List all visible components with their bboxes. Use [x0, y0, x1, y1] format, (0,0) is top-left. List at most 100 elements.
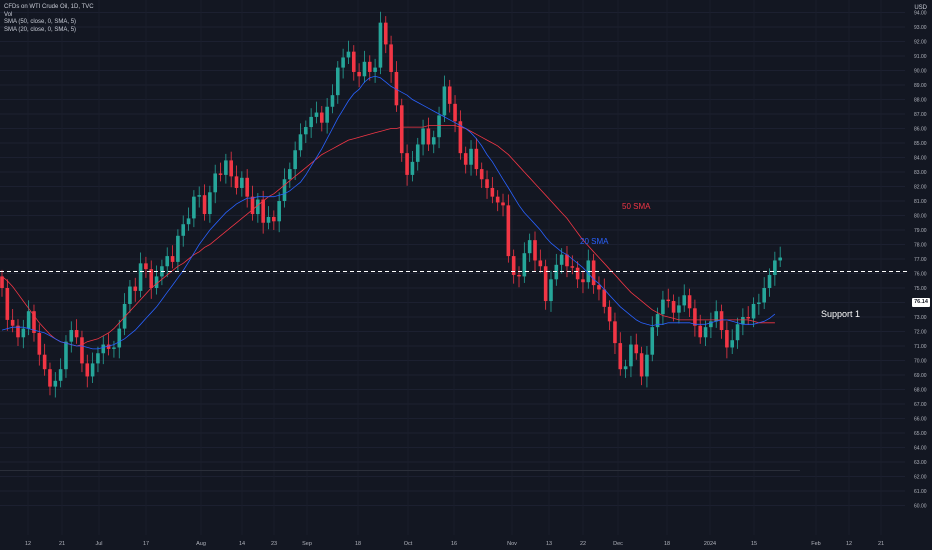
candle-body	[703, 327, 708, 338]
sma-20-label: 20 SMA	[580, 237, 609, 246]
candle-body	[197, 195, 202, 197]
price-tick-label: 87.00	[914, 112, 927, 118]
price-axis[interactable]: 60.00 61.00 62.00 63.00 64.00 65.00 66.00 67.00…	[914, 0, 927, 510]
candle-body	[69, 330, 74, 342]
support-label: Support 1	[821, 309, 861, 319]
candle-body	[58, 369, 63, 381]
candle-body	[719, 311, 724, 331]
price-tick-label: 80.00	[914, 214, 927, 220]
price-tick-label: 94.00	[914, 11, 927, 17]
candle-body	[426, 128, 431, 145]
candle-body	[42, 354, 47, 370]
candle-body	[405, 153, 409, 175]
price-tick-label: 69.00	[914, 373, 927, 379]
candlesticks	[0, 11, 782, 398]
candle-body	[559, 254, 564, 265]
candle-body	[176, 235, 180, 262]
candle-body	[677, 305, 681, 313]
candle-body	[447, 86, 452, 104]
price-tick-label: 72.00	[914, 330, 927, 336]
candle-body	[469, 148, 473, 165]
price-tick-label: 92.00	[914, 40, 927, 46]
candle-body	[378, 22, 383, 68]
candle-body	[106, 344, 111, 349]
candle-body	[597, 285, 601, 290]
time-tick-label: 2024	[704, 541, 716, 547]
price-tick-label: 89.00	[914, 83, 927, 89]
price-tick-label: 66.00	[914, 417, 927, 423]
candle-body	[202, 195, 207, 215]
time-axis[interactable]: 12 21 Jul 17 Aug 14 23 Sep 18 Oct 16 Nov 13 22 Dec 18 20…	[25, 541, 884, 547]
candle-body	[490, 187, 495, 197]
time-tick-label: Jul	[95, 541, 102, 547]
candle-body	[320, 112, 324, 123]
sma-50-label: 50 SMA	[622, 202, 651, 211]
candle-body	[554, 264, 559, 280]
candle-body	[741, 317, 745, 325]
candle-body	[693, 308, 697, 326]
candle-body	[725, 330, 729, 348]
candle-body	[261, 199, 265, 223]
price-tick-label: 78.00	[914, 243, 927, 249]
candle-body	[367, 61, 372, 72]
candle-body	[288, 169, 292, 180]
time-tick-label: Feb	[811, 541, 820, 547]
legend-sma50[interactable]: SMA (50, close, 0, SMA, 5)	[4, 19, 77, 25]
legend-symbol[interactable]: CFDs on WTI Crude Oil, 1D, TVC	[4, 4, 94, 10]
candle-body	[581, 279, 585, 283]
candle-body	[543, 266, 548, 302]
candle-body	[240, 177, 244, 188]
candle-body	[80, 337, 84, 364]
candle-body	[671, 301, 676, 313]
candle-body	[506, 205, 511, 257]
candle-body	[613, 321, 617, 344]
candle-body	[634, 344, 639, 354]
candle-body	[458, 121, 463, 154]
candle-body	[21, 328, 26, 338]
candle-body	[122, 303, 127, 329]
candle-body	[309, 116, 313, 128]
candle-body	[229, 160, 233, 177]
candle-body	[463, 153, 468, 165]
candle-body	[96, 353, 100, 364]
candle-body	[650, 327, 655, 355]
candle-body	[10, 319, 15, 326]
candle-body	[549, 279, 553, 302]
price-tick-label: 68.00	[914, 388, 927, 394]
currency-label[interactable]: USD	[914, 5, 927, 11]
candle-body	[746, 317, 750, 319]
candle-body	[591, 260, 596, 286]
candle-body	[442, 86, 447, 116]
candle-body	[304, 127, 308, 135]
candle-body	[16, 325, 20, 338]
legend-volume[interactable]: Vol	[4, 11, 13, 18]
price-tick-label: 90.00	[914, 69, 927, 75]
candle-body	[437, 115, 441, 138]
candle-body	[213, 173, 217, 193]
candle-body	[154, 276, 159, 288]
price-tick-label: 60.00	[914, 504, 927, 510]
candle-body	[709, 321, 713, 328]
time-tick-label: 13	[546, 541, 552, 547]
candle-body	[666, 299, 671, 302]
candle-body	[757, 302, 761, 304]
candle-body	[335, 67, 340, 96]
candle-body	[170, 256, 175, 262]
candle-body	[341, 57, 345, 68]
candle-body	[730, 340, 735, 348]
candle-body	[224, 160, 228, 175]
candle-body	[773, 260, 777, 275]
candle-body	[538, 260, 543, 267]
candle-body	[383, 22, 388, 45]
time-tick-label: 12	[25, 541, 31, 547]
candle-body	[218, 173, 223, 175]
candle-body	[144, 263, 148, 270]
time-tick-label: 22	[580, 541, 586, 547]
legend-sma20[interactable]: SMA (20, close, 0, SMA, 5)	[4, 26, 77, 33]
price-tick-label: 84.00	[914, 156, 927, 162]
candle-body	[389, 44, 393, 72]
sma-50-line	[1, 125, 775, 347]
time-tick-label: 17	[143, 541, 149, 547]
time-tick-label: 18	[664, 541, 670, 547]
